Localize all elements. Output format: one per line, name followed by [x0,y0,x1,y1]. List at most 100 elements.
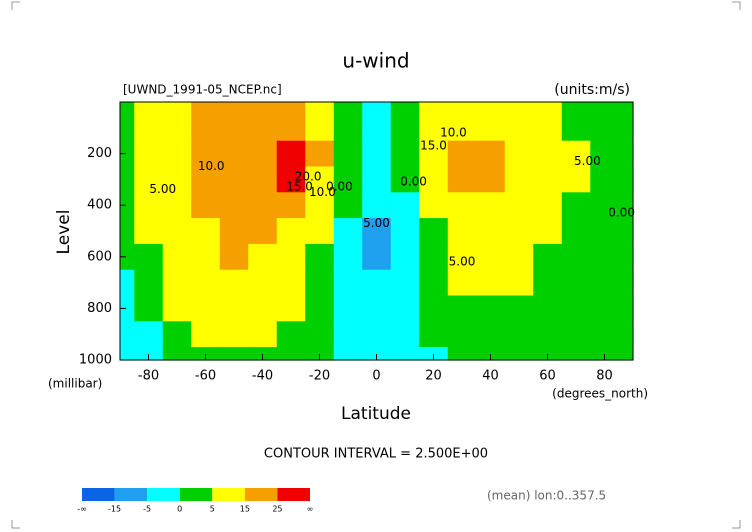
colorbar-box [114,488,148,501]
field-cell [419,166,449,193]
colorbar-label: 5 [210,505,215,514]
corner-marks [11,1,741,529]
field-cell [561,243,591,271]
field-cell [219,347,249,361]
field-cell [561,166,591,193]
field-cell [533,347,563,361]
field-cell [120,140,135,168]
field-cell [476,243,506,271]
field-cell [248,102,278,142]
field-cell [134,102,164,142]
field-cell [419,269,449,297]
contour-label: 5.00 [449,254,476,268]
field-cell [134,321,164,348]
x-tick-label: -80 [138,369,159,384]
field-cell [333,269,363,297]
field-cell [419,243,449,271]
field-cell [362,269,392,297]
contour-label: 15.0 [286,180,313,194]
field-cell [390,243,420,271]
field-cell [276,218,306,245]
field-cell [162,321,192,348]
field-cell [618,166,634,193]
field-cell [590,166,620,193]
field-cell [134,243,164,271]
field-cell [248,269,278,297]
field-cell [162,140,192,168]
field-cell [134,295,164,322]
field-cell [191,218,221,245]
field-cell [120,295,135,322]
field-cell [120,269,135,297]
field-cell [248,321,278,348]
field-cell [248,295,278,322]
corner-mark [11,1,20,10]
colorbar-label: 0 [177,505,182,514]
field-cell [362,243,392,271]
field-cell [618,243,634,271]
field-cell [504,321,534,348]
field-cell [447,218,477,245]
field-cell [219,295,249,322]
field-cell [504,102,534,142]
field-cell [191,295,221,322]
colorbar-box [277,488,310,501]
field-cell [219,192,249,219]
field-cell [362,218,392,245]
field-cell [476,321,506,348]
field-cell [219,321,249,348]
field-cell [362,321,392,348]
field-cell [276,347,306,361]
field-cell [390,166,420,193]
field-cell [447,243,477,271]
field-cell [305,321,335,348]
field-cell [561,321,591,348]
field-cell [219,218,249,245]
field-cell [333,243,363,271]
y-tick-label: 800 [87,301,112,316]
colorbar-box [244,488,278,501]
field-cell [590,295,620,322]
colorbar-label: 25 [272,505,282,514]
field-cell [618,347,634,361]
field-cell [191,166,221,193]
field-cell [476,295,506,322]
field-cell [162,347,192,361]
field-cell [476,102,506,142]
footnote: (mean) lon:0..357.5 [487,489,606,503]
field-cell [618,295,634,322]
field-cell [248,347,278,361]
field-cell [276,321,306,348]
field-cell [561,295,591,322]
corner-mark [11,520,20,529]
field-cell [561,218,591,245]
field-cell [504,192,534,219]
field-cell [362,347,392,361]
x-tick-label: 80 [596,369,613,384]
field-cell [533,166,563,193]
field-cell [447,347,477,361]
field-cell [533,140,563,168]
field-cell [305,269,335,297]
field-cell [476,166,506,193]
field-cell [561,347,591,361]
field-cell [120,347,135,361]
field-cell [305,295,335,322]
field-cell [134,218,164,245]
y-units: (millibar) [48,377,102,391]
field-cell [219,102,249,142]
field-cell [419,102,449,142]
field-cell [248,140,278,168]
field-cell [333,347,363,361]
field-cell [476,192,506,219]
field-cell [120,166,135,193]
field-cell [419,321,449,348]
field-cell [590,269,620,297]
field-cell [590,140,620,168]
field-cell [390,347,420,361]
field-cell [561,269,591,297]
field-cell [134,166,164,193]
x-tick-label: -60 [195,369,216,384]
contour-label: 5.00 [149,182,176,196]
